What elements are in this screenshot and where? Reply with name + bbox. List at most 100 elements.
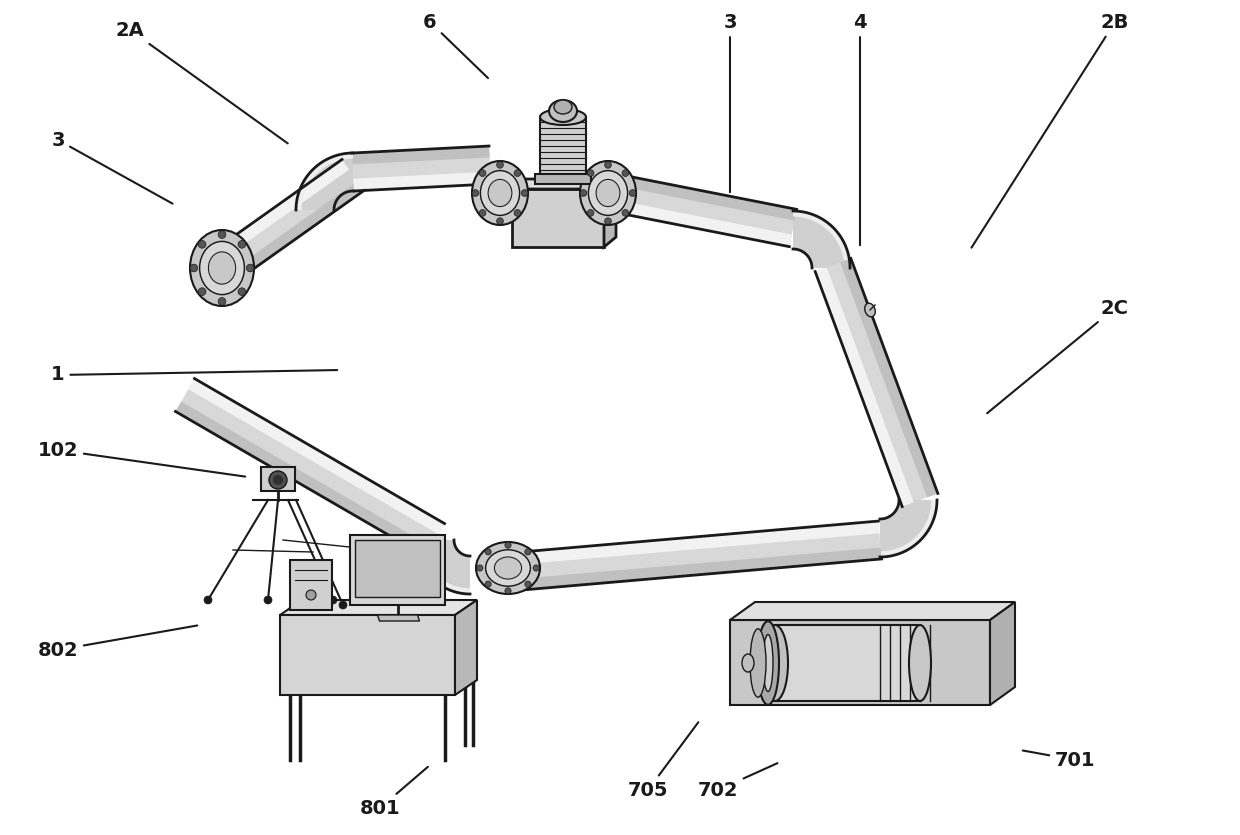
Ellipse shape [208,252,236,284]
Circle shape [306,590,316,600]
Ellipse shape [742,654,754,672]
Circle shape [264,596,272,604]
Ellipse shape [539,109,587,125]
Polygon shape [511,548,882,591]
Circle shape [339,601,347,609]
Ellipse shape [472,161,528,225]
Polygon shape [188,378,444,534]
FancyBboxPatch shape [539,117,587,179]
Polygon shape [296,153,353,210]
Polygon shape [415,540,470,594]
Ellipse shape [495,557,522,579]
Polygon shape [211,159,365,284]
Polygon shape [794,211,849,268]
Circle shape [238,288,246,296]
Polygon shape [841,258,937,498]
Circle shape [629,190,636,196]
Polygon shape [355,540,440,597]
Ellipse shape [486,549,531,586]
Ellipse shape [596,180,620,206]
Polygon shape [353,172,491,191]
Circle shape [515,170,521,176]
FancyBboxPatch shape [260,467,295,491]
Circle shape [497,218,503,225]
Circle shape [497,161,503,168]
Ellipse shape [750,629,766,697]
FancyBboxPatch shape [512,189,604,247]
Polygon shape [176,378,444,556]
Ellipse shape [589,170,627,215]
Polygon shape [730,620,990,705]
Polygon shape [616,175,796,220]
Circle shape [525,549,531,555]
Circle shape [622,210,629,216]
Polygon shape [508,521,882,591]
Circle shape [479,170,486,176]
Polygon shape [990,602,1016,705]
Polygon shape [280,600,477,615]
Circle shape [205,596,212,604]
Text: 102: 102 [37,441,246,477]
Ellipse shape [480,170,520,215]
Circle shape [485,581,491,587]
Circle shape [525,581,531,587]
Polygon shape [280,615,455,695]
Circle shape [476,565,482,571]
Circle shape [588,210,594,216]
Circle shape [329,596,337,604]
Polygon shape [415,540,470,594]
Ellipse shape [909,625,931,701]
Circle shape [269,471,286,489]
Text: 2B: 2B [971,13,1130,248]
Circle shape [505,588,511,594]
Text: 705: 705 [627,722,698,799]
Ellipse shape [580,161,636,225]
Circle shape [479,210,486,216]
Polygon shape [350,535,445,605]
Polygon shape [296,153,353,210]
Polygon shape [604,179,616,247]
Text: 802: 802 [37,625,197,660]
Ellipse shape [763,625,787,701]
Polygon shape [508,521,879,565]
Polygon shape [880,500,937,557]
Circle shape [485,549,491,555]
Polygon shape [455,600,477,695]
Ellipse shape [489,180,512,206]
Ellipse shape [549,100,577,122]
Ellipse shape [554,100,572,114]
Circle shape [218,230,226,239]
Circle shape [218,297,226,306]
Text: 702: 702 [698,763,777,799]
Circle shape [198,288,206,296]
Text: 4: 4 [853,13,867,245]
Polygon shape [611,175,796,246]
Circle shape [472,190,479,196]
Circle shape [273,475,283,485]
Circle shape [533,565,539,571]
Polygon shape [290,560,332,610]
Polygon shape [611,200,791,246]
Text: 6: 6 [423,13,489,78]
Text: 3: 3 [723,13,737,192]
Ellipse shape [763,635,773,691]
Ellipse shape [756,621,779,705]
Circle shape [605,218,611,225]
Circle shape [247,264,254,272]
Ellipse shape [190,230,254,306]
Polygon shape [815,258,937,507]
Text: 1: 1 [51,366,337,384]
Circle shape [521,190,528,196]
Circle shape [605,161,611,168]
Polygon shape [880,500,937,557]
Ellipse shape [864,303,875,316]
Circle shape [190,264,197,272]
Circle shape [505,542,511,549]
Text: 3: 3 [51,130,172,204]
Circle shape [622,170,629,176]
Polygon shape [352,146,491,191]
Text: 2A: 2A [115,21,288,144]
Polygon shape [227,181,365,284]
Circle shape [198,240,206,248]
Circle shape [580,190,587,196]
